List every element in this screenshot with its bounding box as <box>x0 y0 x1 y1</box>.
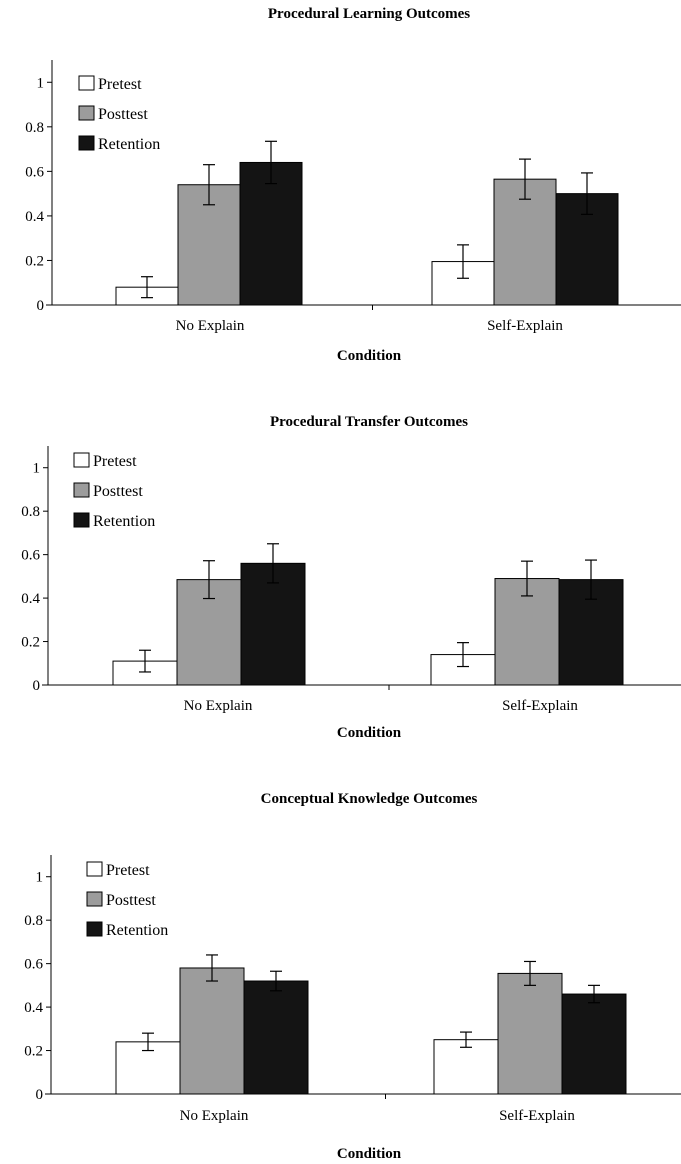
legend-label-pretest: Pretest <box>106 862 150 879</box>
legend-label-retention: Retention <box>106 922 168 939</box>
error-bar-retention-1 <box>265 140 277 185</box>
error-bar-posttest-2 <box>521 560 533 597</box>
y-tick-label: 0.8 <box>24 913 43 929</box>
error-bar-pretest-2 <box>457 244 469 279</box>
category-label: Self-Explain <box>487 318 563 334</box>
chart-panel-1: Procedural Learning Outcomes 0 0.2 0.4 0.6 0.… <box>25 6 681 364</box>
y-tick-label: 1 <box>33 461 41 477</box>
y-tick-label: 0.2 <box>24 1044 43 1060</box>
error-bar-retention-2 <box>588 984 600 1004</box>
error-bar-posttest-2 <box>524 960 536 986</box>
category-label: No Explain <box>184 698 253 714</box>
error-bar-posttest-2 <box>519 158 531 200</box>
y-tick-label: 0 <box>37 298 45 314</box>
y-tick-label: 0.4 <box>21 591 40 607</box>
category-label: Self-Explain <box>499 1108 575 1124</box>
y-tick-label: 0.2 <box>25 253 44 269</box>
legend-swatch-posttest <box>86 891 103 907</box>
x-axis-label: Condition <box>337 725 402 741</box>
x-axis-label: Condition <box>337 348 402 364</box>
error-bar-pretest-2 <box>460 1031 472 1048</box>
legend-swatch-pretest <box>86 861 103 877</box>
y-tick-label: 0.4 <box>25 209 44 225</box>
y-tick-label: 1 <box>37 75 45 91</box>
bar-posttest-1 <box>179 967 245 1095</box>
x-axis-label: Condition <box>337 1146 402 1162</box>
y-tick-label: 0.6 <box>21 548 40 564</box>
error-bar-posttest-1 <box>203 164 215 206</box>
error-bar-retention-1 <box>270 970 282 992</box>
chart-title: Procedural Learning Outcomes <box>268 6 470 22</box>
legend: Pretest Posttest Retention <box>73 452 155 530</box>
chart-panel-3: Conceptual Knowledge Outcomes 0 0.2 0.4 0.6 0… <box>24 791 681 1162</box>
chart-panel-2: Procedural Transfer Outcomes 0 0.2 0.4 0.6 0.… <box>21 414 681 741</box>
legend-swatch-retention <box>73 512 90 528</box>
y-tick-label: 0.2 <box>21 635 40 651</box>
legend-swatch-pretest <box>78 75 95 91</box>
legend-swatch-posttest <box>73 482 90 498</box>
error-bar-pretest-2 <box>457 642 469 668</box>
category-label: No Explain <box>180 1108 249 1124</box>
legend-label-pretest: Pretest <box>98 76 142 93</box>
y-tick-label: 0.8 <box>21 504 40 520</box>
error-bar-pretest-1 <box>139 649 151 673</box>
bar-posttest-2 <box>497 972 563 1095</box>
category-label: Self-Explain <box>502 698 578 714</box>
error-bar-retention-1 <box>267 543 279 584</box>
legend-label-posttest: Posttest <box>106 892 156 909</box>
error-bar-pretest-1 <box>142 1032 154 1052</box>
error-bar-pretest-1 <box>141 276 153 299</box>
legend-label-pretest: Pretest <box>93 453 137 470</box>
legend-swatch-posttest <box>78 105 95 121</box>
y-tick-label: 1 <box>36 870 44 886</box>
legend-swatch-retention <box>86 921 103 937</box>
y-tick-label: 0.8 <box>25 120 44 136</box>
error-bar-posttest-1 <box>203 560 215 600</box>
legend-swatch-pretest <box>73 452 90 468</box>
error-bar-posttest-1 <box>206 954 218 982</box>
y-tick-label: 0.6 <box>24 957 43 973</box>
error-bar-retention-2 <box>585 559 597 600</box>
legend-label-retention: Retention <box>98 136 160 153</box>
y-tick-label: 0 <box>36 1087 44 1103</box>
bar-retention-2 <box>561 993 627 1095</box>
legend-label-posttest: Posttest <box>98 106 148 123</box>
chart-title: Conceptual Knowledge Outcomes <box>261 791 478 807</box>
y-tick-label: 0 <box>33 678 41 694</box>
category-label: No Explain <box>176 318 245 334</box>
y-tick-label: 0.4 <box>24 1000 43 1016</box>
legend-label-posttest: Posttest <box>93 483 143 500</box>
legend: Pretest Posttest Retention <box>78 75 160 153</box>
legend-swatch-retention <box>78 135 95 151</box>
legend-label-retention: Retention <box>93 513 155 530</box>
chart-title: Procedural Transfer Outcomes <box>270 414 468 430</box>
bar-retention-1 <box>240 562 306 686</box>
error-bar-retention-2 <box>581 172 593 215</box>
legend: Pretest Posttest Retention <box>86 861 168 939</box>
y-tick-label: 0.6 <box>25 164 44 180</box>
bar-retention-1 <box>243 980 309 1095</box>
